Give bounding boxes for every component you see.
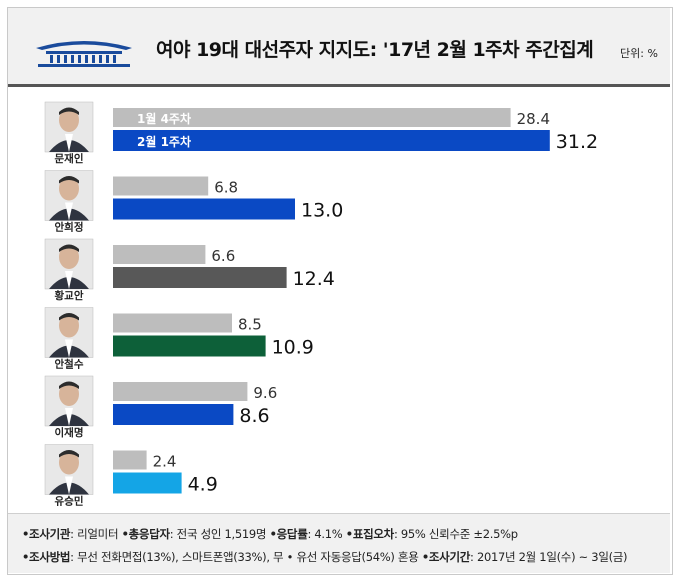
- candidate-shirt-icon: [65, 202, 73, 221]
- footer-key: •총응답자: [121, 527, 170, 541]
- header: 여야 19대 대선주자 지지도: '17년 2월 1주차 주간집계 단위: %: [8, 8, 670, 87]
- footer-value: : 95% 신뢰수준 ±2.5%p: [393, 527, 518, 541]
- footer-value: : 2017년 2월 1일(수) ~ 3일(금): [470, 550, 628, 564]
- candidate-shirt-icon: [65, 339, 73, 358]
- bar-prev-week: [113, 176, 209, 196]
- bar-prev-week: [113, 382, 248, 401]
- candidate-hair-icon: [59, 244, 79, 252]
- candidate-face-icon: [59, 245, 79, 269]
- bar-prev-week: [113, 245, 206, 264]
- value-label-curr: 31.2: [556, 131, 598, 153]
- candidate-face-icon: [59, 450, 79, 475]
- footer-value: : 리얼미터: [70, 527, 122, 541]
- bar-curr-week: [113, 130, 550, 151]
- candidate-name: 안철수: [55, 358, 84, 371]
- series-label-prev: 1월 4주차: [137, 111, 191, 126]
- candidate-face-icon: [59, 176, 79, 201]
- candidate-name: 유승민: [55, 495, 84, 508]
- unit-label: 단위: %: [620, 47, 658, 60]
- candidate-name: 이재명: [55, 426, 84, 439]
- footer-key: •조사방법: [22, 550, 71, 564]
- candidate-shirt-icon: [65, 271, 73, 289]
- candidate-shirt-icon: [65, 134, 73, 152]
- candidate-shirt-icon: [65, 476, 73, 495]
- value-label-curr: 12.4: [293, 268, 335, 290]
- footer-line-2: •조사방법: 무선 전화면접(13%), 스마트폰앱(33%), 무 • 유선 …: [22, 549, 628, 565]
- footer-line-1: •조사기관: 리얼미터 •총응답자: 전국 성인 1,519명 •응답률: 4.…: [22, 526, 518, 542]
- value-label-curr: 8.6: [239, 405, 269, 427]
- footer-value: : 무선 전화면접(13%), 스마트폰앱(33%), 무 • 유선 자동응답(…: [70, 550, 422, 564]
- value-label-prev: 28.4: [517, 110, 550, 128]
- footer-key: •응답률: [269, 527, 308, 541]
- value-label-prev: 2.4: [153, 453, 177, 471]
- bar-curr-week: [113, 335, 266, 357]
- footer: •조사기관: 리얼미터 •총응답자: 전국 성인 1,519명 •응답률: 4.…: [8, 513, 670, 573]
- value-label-curr: 13.0: [301, 200, 343, 222]
- candidate-hair-icon: [59, 313, 79, 321]
- blue-house-logo-icon: [36, 41, 132, 67]
- bar-prev-week: [113, 108, 511, 127]
- page-title: 여야 19대 대선주자 지지도: '17년 2월 1주차 주간집계: [156, 39, 594, 61]
- value-label-curr: 10.9: [272, 337, 314, 359]
- bar-curr-week: [113, 404, 234, 425]
- bar-curr-week: [113, 267, 287, 288]
- candidate-face-icon: [59, 313, 79, 338]
- value-label-curr: 4.9: [188, 474, 218, 496]
- value-label-prev: 6.6: [211, 247, 235, 265]
- candidate-hair-icon: [59, 450, 79, 458]
- bar-curr-week: [113, 198, 295, 220]
- candidate-hair-icon: [59, 381, 79, 389]
- footer-key: •조사기관: [22, 527, 71, 541]
- candidate-name: 안희정: [55, 221, 84, 234]
- bar-prev-week: [113, 450, 147, 470]
- footer-value: : 전국 성인 1,519명: [169, 527, 270, 541]
- candidate-name: 황교안: [55, 289, 84, 302]
- candidate-shirt-icon: [65, 408, 73, 426]
- bar-prev-week: [113, 313, 232, 333]
- footer-key: •조사기간: [421, 550, 471, 564]
- footer-key: •표집오차: [345, 527, 394, 541]
- candidate-face-icon: [59, 382, 79, 406]
- candidate-hair-icon: [59, 176, 79, 184]
- value-label-prev: 8.5: [238, 316, 262, 334]
- footer-value: : 4.1%: [307, 527, 346, 541]
- bar-curr-week: [113, 472, 182, 494]
- candidate-hair-icon: [59, 107, 79, 115]
- value-label-prev: 9.6: [253, 384, 277, 402]
- series-label-curr: 2월 1주차: [137, 134, 191, 149]
- candidate-face-icon: [59, 108, 79, 132]
- candidate-name: 문재인: [55, 152, 84, 165]
- value-label-prev: 6.8: [214, 179, 238, 197]
